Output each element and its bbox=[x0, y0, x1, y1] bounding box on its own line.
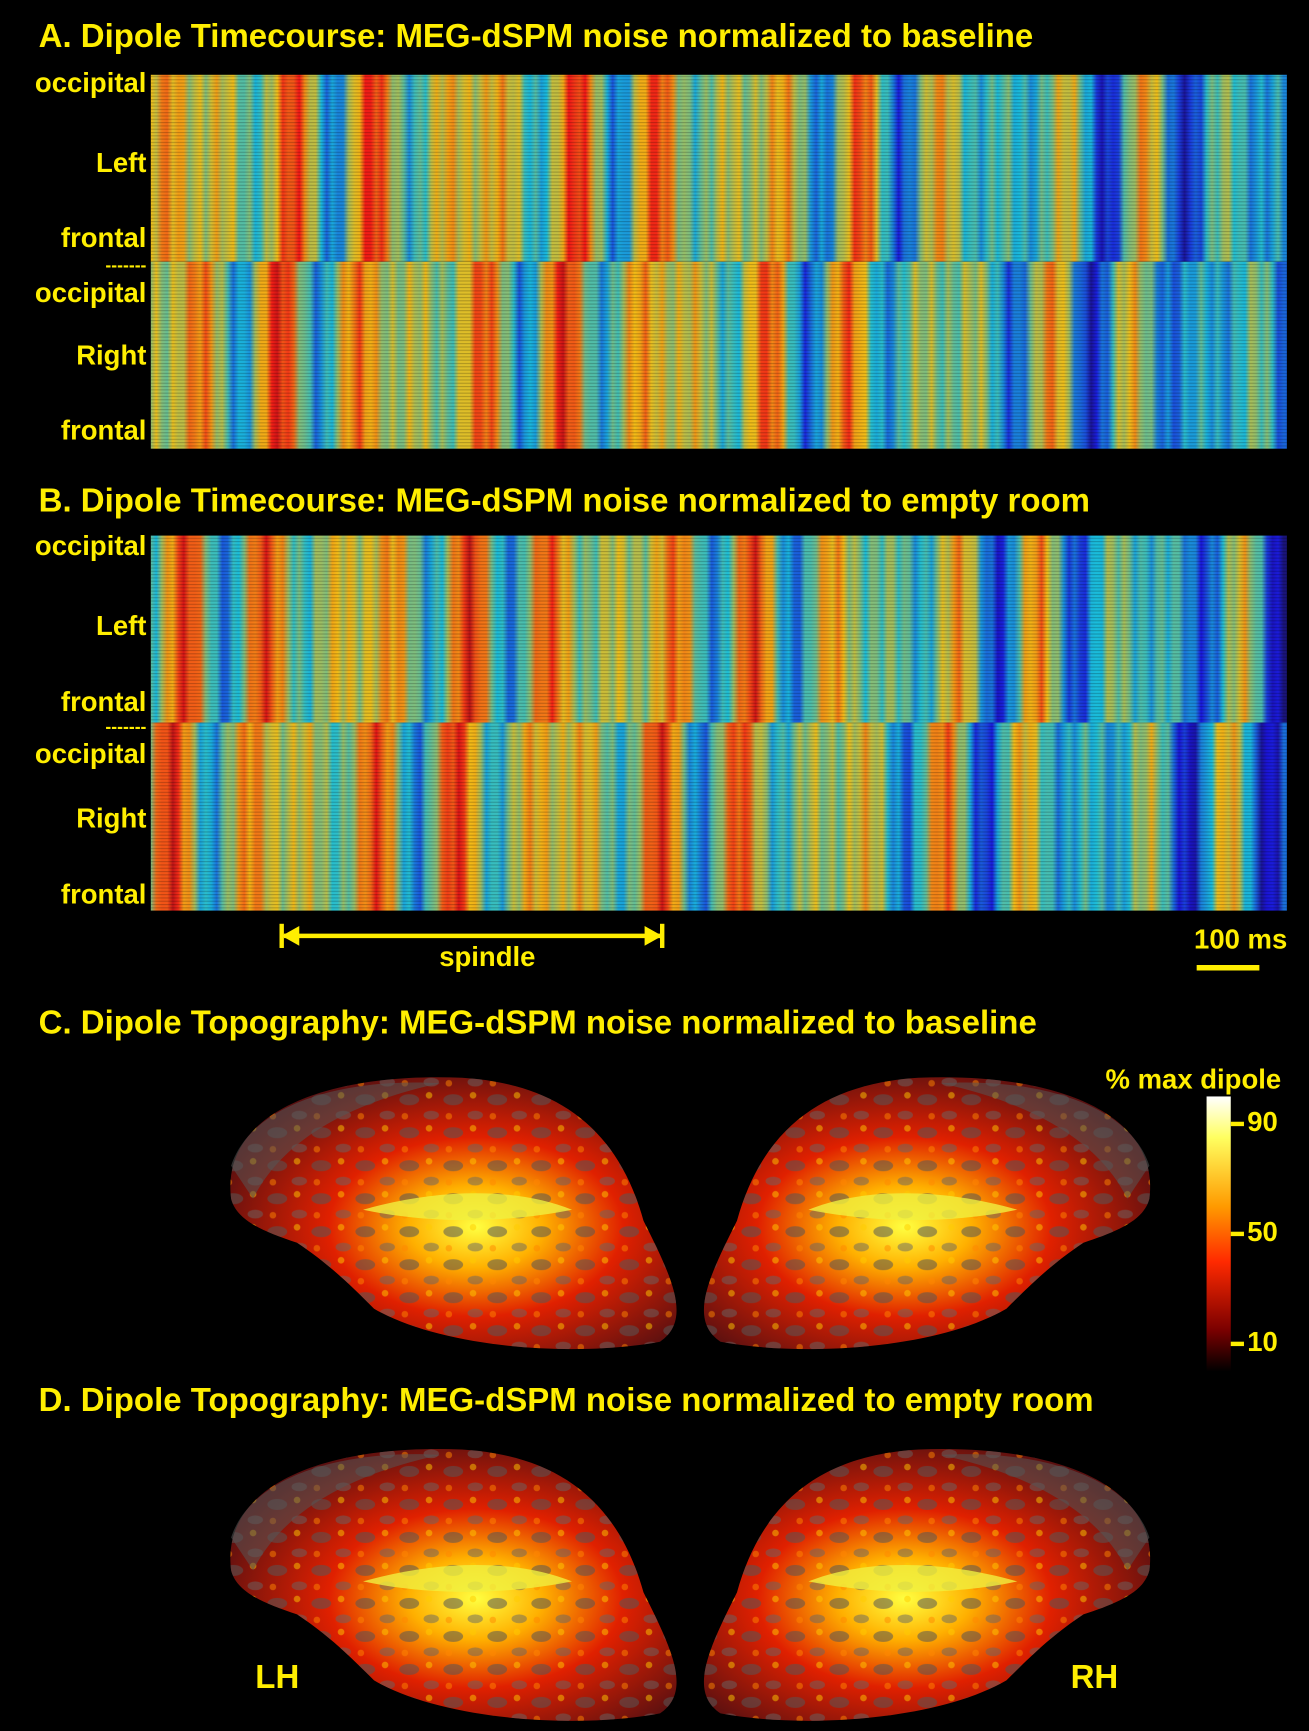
panel-title: D. Dipole Topography: MEG-dSPM noise nor… bbox=[39, 1381, 1094, 1418]
panel-title: C. Dipole Topography: MEG-dSPM noise nor… bbox=[39, 1004, 1037, 1041]
panel-title: B. Dipole Timecourse: MEG-dSPM noise nor… bbox=[39, 481, 1090, 518]
heatmap-texture bbox=[150, 722, 1287, 911]
heatmap-texture bbox=[150, 535, 1287, 723]
colorbar: 10 50 90 bbox=[1206, 1096, 1278, 1372]
heatmap-texture bbox=[150, 261, 1287, 449]
colorbar-scale bbox=[1206, 1096, 1231, 1372]
spindle-label: spindle bbox=[439, 941, 535, 972]
heatmap-texture bbox=[150, 74, 1287, 262]
scale-bar-label: 100 ms bbox=[1194, 924, 1287, 955]
row-label: frontal bbox=[61, 222, 146, 253]
row-label: occipital bbox=[35, 67, 146, 98]
row-label: ------- bbox=[105, 255, 146, 275]
hemisphere-label: LH bbox=[255, 1658, 299, 1695]
panel-title: A. Dipole Timecourse: MEG-dSPM noise nor… bbox=[39, 17, 1034, 54]
row-label: frontal bbox=[61, 879, 146, 910]
colorbar-title: % max dipole bbox=[1106, 1063, 1282, 1094]
row-label: Right bbox=[76, 803, 146, 834]
row-label: Right bbox=[76, 340, 146, 371]
row-label: frontal bbox=[61, 686, 146, 717]
row-label: Left bbox=[96, 147, 146, 178]
spindle-arrow bbox=[279, 923, 665, 948]
row-label: frontal bbox=[61, 414, 146, 445]
colorbar-tick-label: 50 bbox=[1247, 1216, 1278, 1247]
row-label: occipital bbox=[35, 277, 146, 308]
colorbar-tick-label: 10 bbox=[1247, 1326, 1278, 1357]
hemisphere-label: RH bbox=[1071, 1658, 1119, 1695]
row-label: Left bbox=[96, 610, 146, 641]
row-label: occipital bbox=[35, 738, 146, 769]
row-label: ------- bbox=[105, 717, 146, 737]
colorbar-tick-label: 90 bbox=[1247, 1106, 1278, 1137]
heatmaps bbox=[150, 74, 1287, 911]
row-label: occipital bbox=[35, 530, 146, 561]
